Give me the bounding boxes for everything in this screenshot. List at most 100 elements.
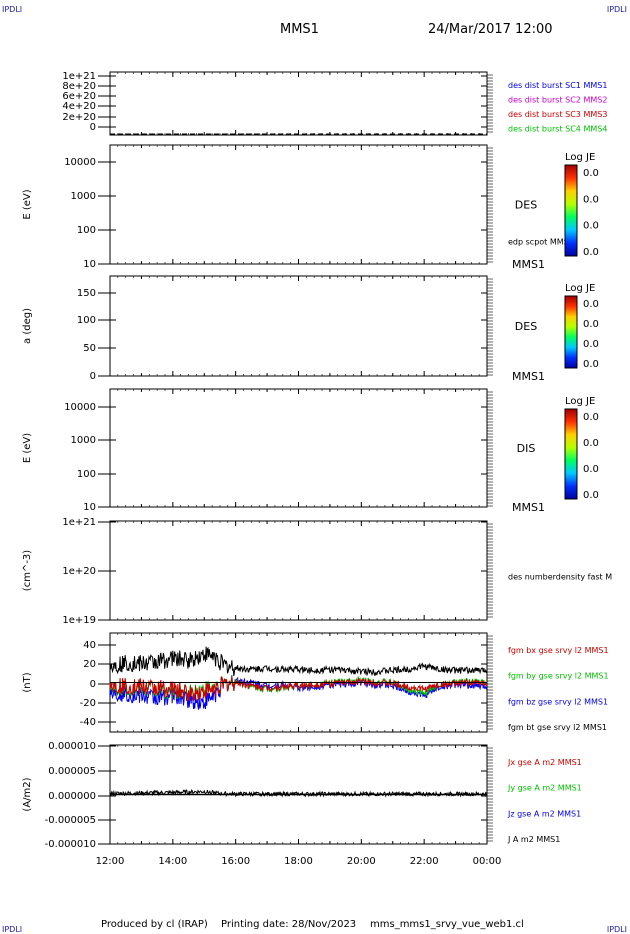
produced-by: Produced by cl (IRAP) — [101, 919, 208, 930]
y-tick-label: 6e+20 — [62, 91, 96, 102]
y-tick-label: 1e+21 — [62, 71, 96, 82]
y-tick-label: 20 — [83, 659, 96, 670]
y-tick-label: 10000 — [64, 402, 96, 413]
panel-frame-des-energy — [109, 144, 488, 265]
legend-entry: des dist burst SC2 MMS2 — [508, 96, 607, 105]
panel-right-tick: MMS1 — [512, 501, 545, 514]
legend-entry: fgm bt gse srvy l2 MMS1 — [508, 723, 607, 732]
y-tick-label: 1000 — [71, 435, 96, 446]
y-tick-label: -20 — [80, 698, 96, 709]
colorbar — [564, 295, 578, 369]
corner-label-top-right: IPDLI — [606, 5, 627, 14]
series-J-A-m2-MMS1 — [109, 789, 488, 798]
y-tick-label: 0 — [90, 371, 96, 382]
colorbar-tick-label: 0.0 — [583, 247, 599, 258]
y-tick-label: -0.000005 — [45, 815, 96, 826]
colorbar — [564, 408, 578, 500]
colorbar-tick-label: 0.0 — [583, 359, 599, 370]
y-tick-label: 10 — [83, 259, 96, 270]
colorbar-tick-label: 0.0 — [583, 339, 599, 350]
x-tick-label: 14:00 — [158, 856, 187, 867]
colorbar-tick-label: 0.0 — [583, 299, 599, 310]
colorbar-tick-label: 0.0 — [583, 464, 599, 475]
colorbar-tick-label: 0.0 — [583, 438, 599, 449]
y-tick-label: 100 — [77, 315, 96, 326]
y-tick-label: 10 — [83, 502, 96, 513]
legend-entry: Jz gse A m2 MMS1 — [507, 809, 581, 818]
panel-label: DES — [515, 320, 537, 333]
y-axis-label: (A/m2) — [22, 777, 33, 811]
y-tick-label: 8e+20 — [62, 81, 96, 92]
x-tick-label: 22:00 — [410, 856, 439, 867]
legend-entry: des dist burst SC4 MMS4 — [508, 125, 607, 134]
panel-frame-dis-energy — [109, 388, 488, 508]
y-tick-label: 10000 — [64, 157, 96, 168]
overlay-label: edp scpot MMS1 — [508, 238, 574, 247]
colorbar-title: Log JE — [565, 152, 595, 163]
x-tick-label: 18:00 — [284, 856, 313, 867]
y-axis-label: (cm^-3) — [22, 550, 33, 591]
panel-right-tick: MMS1 — [512, 370, 545, 383]
y-axis-label: (nT) — [22, 672, 33, 692]
corner-label-top-left: IPDLI — [2, 5, 23, 14]
y-tick-label: 1e+20 — [62, 566, 96, 577]
y-tick-label: 0 — [90, 122, 96, 133]
colorbar-tick-label: 0.0 — [583, 194, 599, 205]
panel-frame-burst — [109, 71, 488, 136]
colorbar-tick-label: 0.0 — [583, 490, 599, 501]
legend-entry: Jy gse A m2 MMS1 — [507, 784, 582, 793]
y-tick-label: 50 — [83, 343, 96, 354]
datetime-title: 24/Mar/2017 12:00 — [428, 22, 553, 37]
y-axis-label: E (eV) — [22, 189, 33, 219]
series-fgm-bt-gse-srvy-l2-MMS1 — [109, 646, 488, 677]
panel-label: DES — [515, 199, 537, 212]
y-tick-label: -0.000010 — [45, 839, 96, 850]
corner-label-bottom-right: IPDLI — [606, 925, 627, 934]
x-tick-label: 20:00 — [347, 856, 376, 867]
y-tick-label: 100 — [77, 225, 96, 236]
panel-frame-des-pitch — [109, 275, 488, 377]
y-axis-label: E (eV) — [22, 433, 33, 463]
colorbar — [564, 164, 578, 257]
x-tick-label: 16:00 — [221, 856, 250, 867]
y-tick-label: 40 — [83, 640, 96, 651]
y-tick-label: 100 — [77, 469, 96, 480]
panel-frame-density — [109, 520, 488, 621]
y-tick-label: 1e+21 — [62, 517, 96, 528]
legend-entry: fgm bz gse srvy l2 MMS1 — [508, 697, 608, 706]
legend-entry: fgm by gse srvy l2 MMS1 — [508, 672, 609, 681]
panel-label: DIS — [517, 442, 536, 455]
legend-entry: fgm bx gse srvy l2 MMS1 — [508, 646, 609, 655]
legend-entry: des dist burst SC1 MMS1 — [508, 81, 607, 90]
y-tick-label: -40 — [80, 717, 96, 728]
legend-entry: J A m2 MMS1 — [507, 835, 560, 844]
mission-title: MMS1 — [280, 22, 319, 37]
colorbar-title: Log JE — [565, 396, 595, 407]
y-tick-label: 0.000000 — [48, 791, 96, 802]
y-tick-label: 1000 — [71, 191, 96, 202]
legend-entry: des numberdensity fast M — [508, 573, 612, 582]
filename: mms_mms1_srvy_vue_web1.cl — [370, 919, 524, 930]
colorbar-tick-label: 0.0 — [583, 319, 599, 330]
colorbar-tick-label: 0.0 — [583, 221, 599, 232]
y-tick-label: 1e+19 — [62, 615, 96, 626]
y-tick-label: 0.000010 — [48, 741, 96, 752]
legend-entry: Jx gse A m2 MMS1 — [507, 758, 582, 767]
colorbar-tick-label: 0.0 — [583, 412, 599, 423]
y-axis-label: a (deg) — [22, 308, 33, 344]
corner-label-bottom-left: IPDLI — [2, 925, 23, 934]
y-tick-label: 150 — [77, 288, 96, 299]
y-tick-label: 0 — [90, 679, 96, 690]
y-tick-label: 0.000005 — [48, 766, 96, 777]
x-tick-label: 12:00 — [96, 856, 125, 867]
y-tick-label: 2e+20 — [62, 112, 96, 123]
x-tick-label: 00:00 — [473, 856, 502, 867]
series-fgm-bx-gse-srvy-l2-MMS1 — [109, 676, 488, 702]
legend-entry: des dist burst SC3 MMS3 — [508, 110, 607, 119]
y-tick-label: 4e+20 — [62, 101, 96, 112]
panel-right-tick: MMS1 — [512, 258, 545, 271]
printing-date: Printing date: 28/Nov/2023 — [221, 919, 357, 930]
colorbar-tick-label: 0.0 — [583, 168, 599, 179]
colorbar-title: Log JE — [565, 283, 595, 294]
